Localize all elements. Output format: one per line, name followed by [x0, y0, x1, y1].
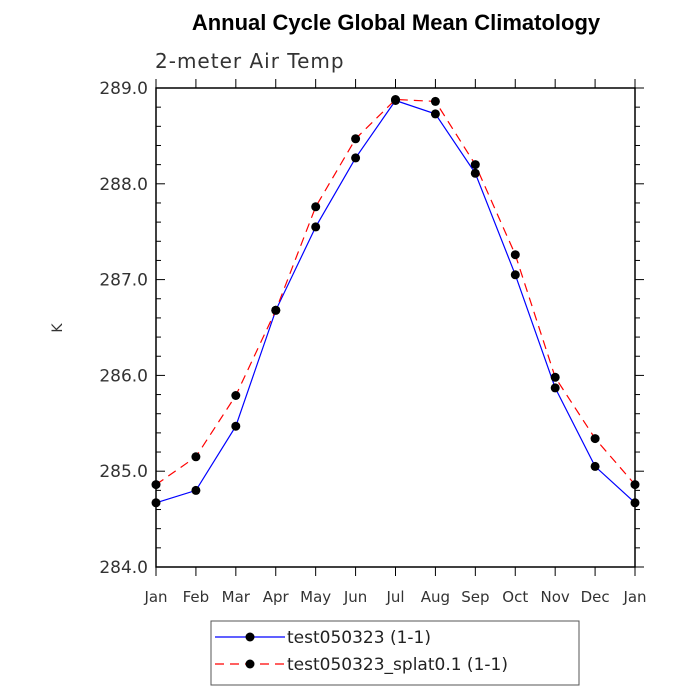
data-point-series-2 — [231, 391, 241, 400]
x-tick-label: Jul — [385, 588, 404, 606]
legend-marker-series-2 — [245, 659, 255, 669]
y-tick-label: 286.0 — [99, 366, 148, 386]
chart-title: Annual Cycle Global Mean Climatology — [192, 10, 601, 35]
legend-box — [210, 620, 580, 686]
plot-frame — [155, 87, 636, 568]
x-tick-label: Sep — [461, 588, 489, 606]
series-line-2 — [155, 98, 636, 486]
y-tick-label: 289.0 — [99, 79, 148, 99]
x-tick-label: Nov — [541, 588, 570, 606]
y-tick-label: 284.0 — [99, 558, 148, 578]
y-tick-label: 285.0 — [99, 462, 148, 482]
series-line-1 — [155, 99, 636, 504]
data-point-series-2 — [271, 305, 281, 315]
legend-label-series-2: test050323_splat0.1 (1-1) — [287, 655, 508, 675]
y-tick-label: 288.0 — [99, 175, 148, 195]
data-point-series-1 — [590, 461, 600, 471]
y-axis-label: K — [50, 323, 66, 333]
data-point-series-2 — [311, 202, 321, 212]
data-point-series-1 — [231, 421, 241, 431]
data-point-series-2 — [510, 250, 520, 260]
x-axis: Jan Feb Mar Apr May Jun Jul Aug Sep Oct Nov Dec Jan — [143, 79, 647, 606]
data-point-series-1 — [550, 383, 560, 393]
plot-series — [151, 95, 640, 508]
chart-subtitle: 2-meter Air Temp — [155, 49, 345, 73]
data-point-series-2 — [191, 452, 201, 462]
data-point-series-2 — [590, 434, 600, 444]
y-axis: 284.0 285.0 286.0 287.0 288.0 289.0 — [99, 79, 644, 578]
legend: test050323 (1-1) test050323_splat0.1 (1-… — [210, 620, 580, 686]
data-point-series-1 — [470, 168, 480, 178]
legend-label-series-1: test050323 (1-1) — [287, 628, 431, 648]
x-tick-label: Feb — [183, 588, 210, 606]
data-point-series-1 — [351, 153, 361, 163]
x-tick-label: Jan — [143, 588, 167, 606]
data-point-series-1 — [311, 222, 321, 232]
data-point-series-2 — [391, 95, 400, 104]
x-tick-label: Jun — [343, 588, 367, 606]
data-point-series-2 — [470, 160, 480, 170]
x-tick-label: May — [300, 588, 331, 606]
x-tick-label: Apr — [263, 588, 290, 606]
data-point-series-2 — [550, 372, 560, 382]
legend-marker-series-1 — [245, 632, 255, 642]
x-tick-label: Mar — [222, 588, 251, 606]
x-tick-label: Oct — [502, 588, 528, 606]
data-point-series-1 — [430, 109, 440, 119]
data-point-series-2 — [351, 134, 361, 144]
x-tick-label: Dec — [581, 588, 610, 606]
data-point-series-1 — [510, 270, 520, 280]
x-tick-label: Jan — [622, 588, 646, 606]
x-tick-label: Aug — [421, 588, 450, 606]
data-point-series-2 — [430, 96, 440, 106]
y-tick-label: 287.0 — [99, 271, 148, 291]
data-point-series-1 — [191, 485, 201, 495]
